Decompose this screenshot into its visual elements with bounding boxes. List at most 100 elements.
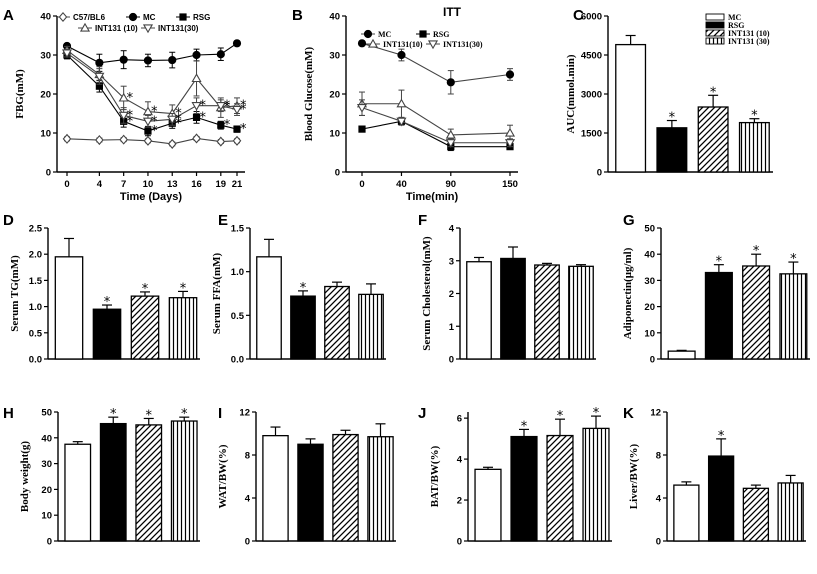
data-point [62,133,72,144]
data-point [231,105,243,115]
legend-label: MC [378,30,392,39]
significance-star: * [557,409,564,424]
significance-star: * [224,99,231,114]
significance-star: * [240,103,247,118]
x-tick-label: 40 [396,179,407,190]
significance-star: * [753,244,760,259]
y-tick-label: 2.5 [29,224,43,235]
series-c57-bl6 [62,133,242,149]
x-axis-label: Time (Days) [120,191,182,203]
data-point [143,56,153,65]
y-tick-label: 30 [41,459,52,470]
y-tick-label: 3 [449,256,454,267]
x-tick-label: 21 [232,179,243,190]
legend-label: RSG [728,21,744,30]
y-tick-label: 10 [644,328,655,339]
significance-star: * [127,108,134,123]
series-mc [62,39,242,72]
bar-1 [256,256,282,360]
panel-label: G [623,212,635,229]
y-axis-label: BAT/BW(%) [429,445,441,507]
bar-3 [742,265,771,360]
data-point [118,111,129,121]
data-point [367,38,379,48]
data-point [143,135,153,146]
significance-star: * [151,124,158,139]
y-tick-label: 1 [449,322,455,333]
y-axis-label: AUC(mmol.min) [565,54,577,133]
y-tick-label: 0 [457,537,462,548]
data-point [95,134,104,146]
y-tick-label: 30 [329,51,340,62]
series-mc [357,39,515,95]
data-point [79,22,91,32]
panel-label: B [292,7,303,24]
legend-label: MC [143,13,156,22]
bar-1 [262,434,289,542]
y-axis-label: FBG(mM) [14,69,26,119]
legend-swatch [705,21,725,29]
legend-label: INT131(30) [158,24,199,33]
y-tick-label: 0 [245,537,250,548]
y-axis-label: Adiponectin(μg/ml) [622,247,634,339]
significance-star: * [224,118,231,133]
bar-2 [707,455,735,542]
significance-star: * [181,407,188,422]
significance-star: * [593,406,600,421]
bar-2 [297,443,324,542]
y-axis-label: Serum Cholesterol(mM) [421,236,433,351]
y-axis-label: Liver/BW(%) [628,443,640,509]
panel-label: C [573,7,584,24]
data-point [119,55,128,64]
data-point [191,73,202,83]
y-axis-label: Body weight(g) [19,441,31,513]
series-line [361,107,510,144]
y-tick-label: 10 [40,129,51,140]
legend-label: INT131(30) [443,40,483,49]
bar-1 [474,468,502,542]
y-tick-label: 1500 [581,129,602,140]
significance-star: * [751,109,758,124]
legend-swatch [705,37,725,45]
bar-4 [777,482,804,542]
data-point [128,12,138,22]
data-point [142,106,153,116]
x-tick-label: 4 [97,179,103,190]
y-tick-label: 20 [41,485,52,496]
y-tick-label: 4 [449,224,455,235]
significance-star: * [710,85,717,100]
bar-3 [130,295,160,360]
data-point [95,82,103,90]
y-tick-label: 2 [449,289,454,300]
legend-label: INT131 (10) [728,29,770,38]
y-tick-label: 0.0 [231,355,244,366]
x-tick-label: 16 [191,179,202,190]
y-tick-label: 0.5 [231,311,245,322]
significance-star: * [175,112,182,127]
data-point [94,72,105,82]
panel-label: I [218,405,222,422]
y-tick-label: 30 [644,276,655,287]
significance-star: * [240,99,247,114]
data-point [396,117,407,127]
significance-star: * [142,282,149,297]
bar-2 [656,127,688,173]
bar-3 [534,264,560,360]
significance-star: * [151,105,158,120]
y-tick-label: 4 [245,494,251,505]
legend: MC RSG INT131(10) INT131(30) [361,29,483,50]
bar-1 [667,350,696,360]
panel-label: K [623,405,634,422]
data-point [216,136,226,147]
y-tick-label: 0 [656,537,661,548]
significance-star: * [146,408,153,423]
data-point [95,58,104,67]
panel-label: H [3,405,14,422]
significance-star: * [127,114,134,129]
bar-2 [92,308,122,360]
data-point [397,50,406,60]
data-point [504,139,516,148]
data-point [142,117,153,127]
data-point [232,135,242,146]
